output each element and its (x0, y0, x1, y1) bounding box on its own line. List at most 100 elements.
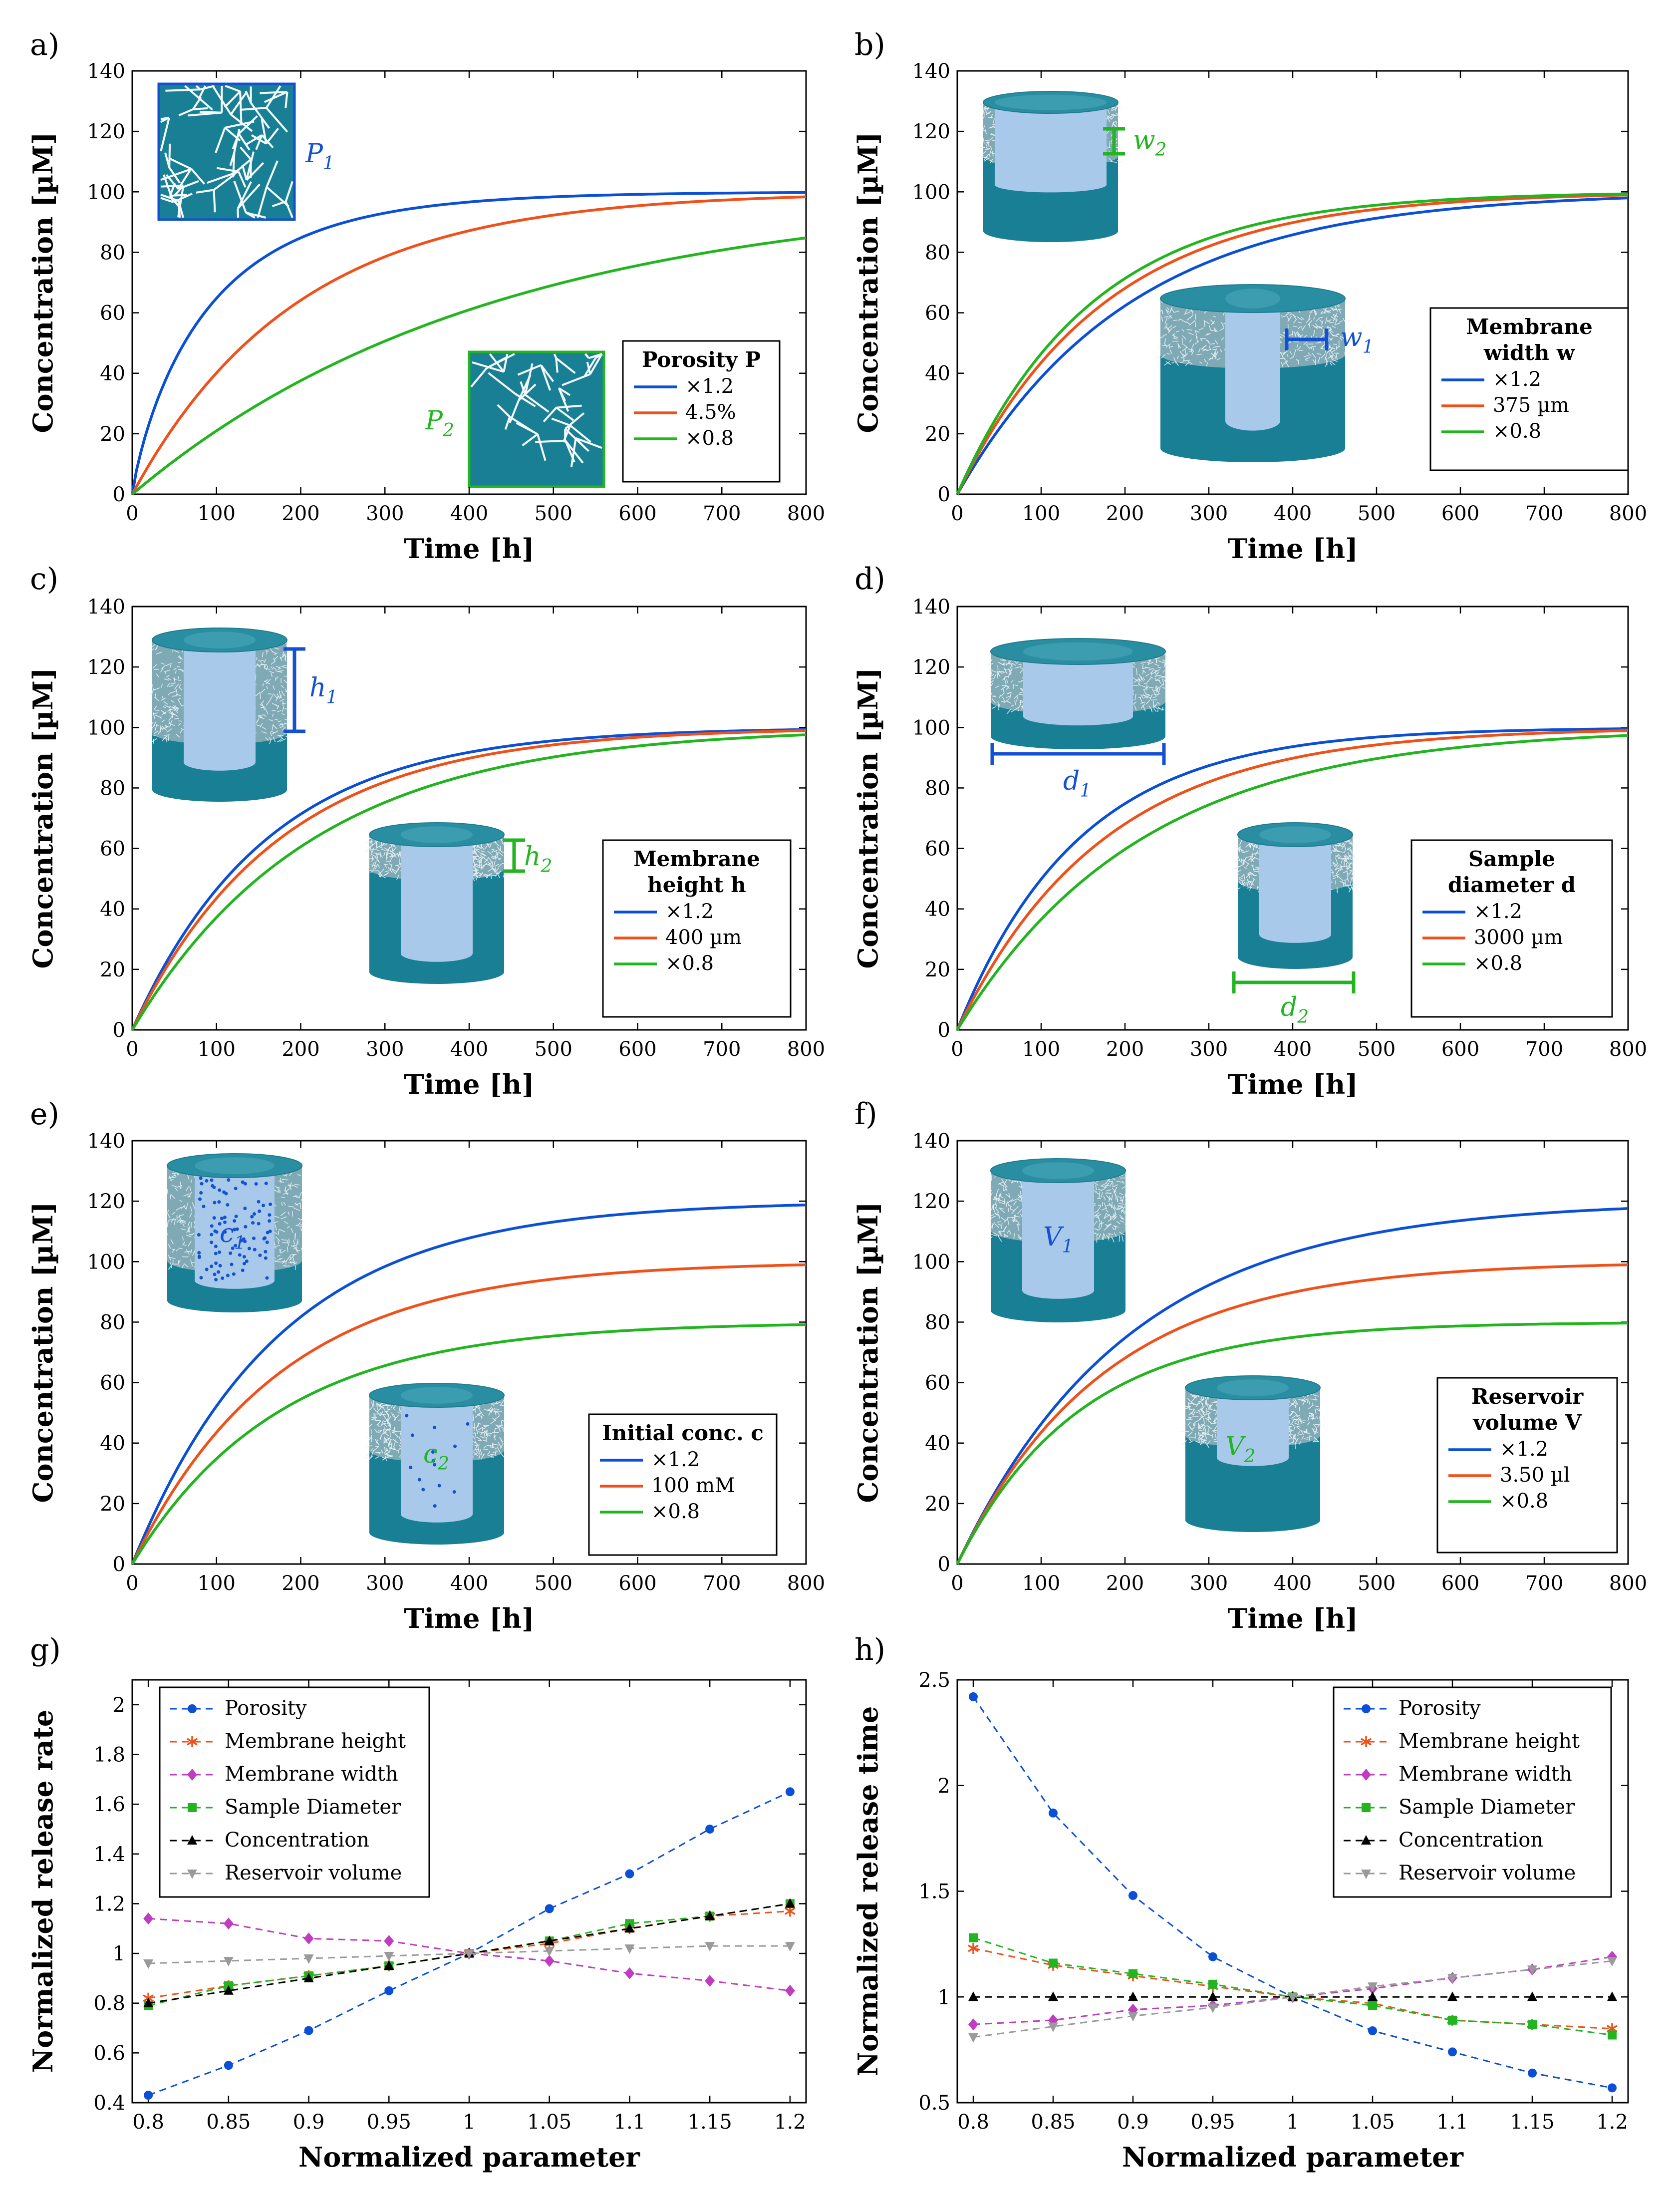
x-tick-label: 300 (1190, 502, 1228, 525)
x-tick-label: 700 (1525, 1038, 1563, 1061)
series-line (956, 193, 1629, 495)
y-tick-label: 100 (912, 1251, 950, 1273)
y-tick-label: 0 (113, 1553, 125, 1576)
legend-frame (588, 1413, 778, 1556)
x-tick-label: 1 (1286, 2111, 1299, 2134)
y-axis-title: Concentration [µM] (852, 132, 884, 433)
x-axis-title: Time [h] (404, 1602, 534, 1634)
legend-title: Sample (1468, 847, 1555, 871)
y-tick-label: 100 (87, 1251, 125, 1273)
data-point (224, 2061, 233, 2070)
y-tick-label: 40 (100, 1432, 125, 1455)
legend-entry: ×1.2 (665, 900, 714, 923)
legend-entry: ×1.2 (1500, 1438, 1548, 1461)
x-tick-label: 1.2 (774, 2111, 806, 2134)
inset-label-v2: V2 (1225, 1432, 1255, 1467)
porous-structure-diagram (468, 350, 605, 488)
x-tick-label: 600 (1441, 1038, 1479, 1061)
data-point (187, 1870, 197, 1879)
x-tick-label: 0.9 (1117, 2111, 1149, 2134)
y-tick-label: 0 (938, 1019, 950, 1042)
chart-panel-a: a) P1 P2 0 100 200 300 400 500 600 700 800 0 20 40 60 80… (27, 27, 825, 565)
legend-entry: 3.50 µl (1500, 1464, 1570, 1487)
legend-title: Initial conc. c (602, 1421, 764, 1445)
data-point (1362, 1704, 1371, 1713)
x-tick-label: 300 (366, 1572, 404, 1595)
cylinder-diagram (364, 822, 510, 984)
data-point (223, 1957, 234, 1967)
x-tick-label: 100 (1022, 1572, 1060, 1595)
legend-entry: Reservoir volume (1399, 1862, 1576, 1885)
x-tick-label: 400 (1274, 1572, 1312, 1595)
y-tick-label: 120 (87, 1190, 125, 1213)
data-point (187, 1736, 198, 1747)
panel-label: a) (30, 27, 59, 62)
y-tick-label: 1 (113, 1942, 125, 1965)
data-point (1128, 1969, 1137, 1978)
y-tick-label: 0 (938, 483, 950, 506)
series-line (131, 729, 807, 1031)
data-point (1208, 1952, 1217, 1961)
x-tick-label: 700 (703, 502, 741, 525)
series-line (131, 1203, 807, 1565)
legend: Porosity P ×1.2 4.5% ×0.8 (622, 340, 781, 483)
x-tick-label: 0.8 (132, 2111, 164, 2134)
dimension-bracket (503, 838, 525, 873)
data-point (1527, 1991, 1537, 2001)
y-tick-label: 120 (912, 120, 950, 143)
legend-entry: Membrane height (225, 1730, 406, 1753)
x-tick-label: 700 (1525, 1572, 1563, 1595)
panel-label: f) (854, 1097, 877, 1132)
series-line (956, 1207, 1629, 1565)
cylinder-diagram (364, 1383, 507, 1545)
legend-entry: Concentration (1399, 1829, 1543, 1852)
data-point (1528, 2020, 1537, 2029)
y-tick-label: 140 (87, 596, 125, 619)
y-axis-title: Concentration [µM] (852, 1202, 884, 1503)
x-tick-label: 800 (787, 1038, 825, 1061)
legend-entry: Membrane width (1399, 1763, 1572, 1786)
y-tick-label: 120 (912, 1190, 950, 1213)
data-point (1448, 2015, 1457, 2025)
series-line (131, 195, 807, 495)
x-tick-label: 300 (1190, 1572, 1228, 1595)
legend-title: width w (1483, 340, 1575, 365)
y-tick-label: 140 (87, 1130, 125, 1153)
data-point (968, 2033, 978, 2043)
legend-title: height h (647, 873, 746, 897)
legend-frame (159, 1686, 430, 1898)
legend-entry: Concentration (225, 1829, 369, 1852)
data-point (1048, 1991, 1058, 2001)
data-point (544, 1955, 555, 1967)
cylinder-diagram (986, 638, 1169, 749)
y-tick-label: 100 (87, 716, 125, 739)
x-tick-label: 700 (703, 1038, 741, 1061)
legend-entry: ×0.8 (651, 1500, 700, 1523)
series-line (956, 734, 1629, 1031)
data-point (464, 1949, 474, 1959)
series-line (956, 196, 1629, 495)
y-tick-label: 20 (100, 423, 125, 446)
series-line (131, 191, 807, 495)
series-line (131, 733, 807, 1031)
series-line (956, 727, 1629, 1031)
legend-entry: ×0.8 (685, 427, 734, 450)
legend: Initial conc. c ×1.2 100 mM ×0.8 (588, 1413, 778, 1556)
y-tick-label: 40 (925, 898, 950, 921)
y-tick-label: 140 (912, 596, 950, 619)
x-tick-label: 400 (450, 1572, 488, 1595)
data-point (1368, 1982, 1378, 1992)
legend-title: Membrane (633, 847, 760, 871)
y-tick-label: 40 (925, 1432, 950, 1455)
data-point (1208, 1991, 1218, 2001)
data-point (1128, 1991, 1138, 2001)
series-line (956, 192, 1629, 495)
x-tick-label: 1.1 (614, 2111, 646, 2134)
data-point (1361, 1870, 1371, 1879)
legend-title: volume V (1472, 1410, 1582, 1435)
legend-entry: ×0.8 (665, 952, 714, 975)
data-point (1528, 2068, 1537, 2078)
x-axis-title: Time [h] (1227, 1068, 1358, 1100)
x-tick-label: 0 (951, 502, 963, 525)
